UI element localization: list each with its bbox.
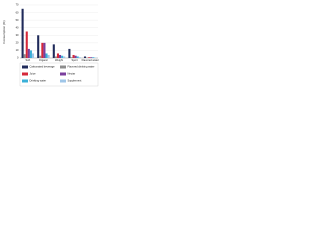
bar [88, 57, 91, 58]
x-tick-label: Flavored water [82, 58, 99, 62]
chart: Consumption (%) 0 10 20 30 40 50 60 70 Soft Organ… [2, 3, 99, 87]
bar [52, 44, 55, 58]
bar [72, 54, 75, 58]
page: {"chart_data": {"type": "bar", "y_label"… [0, 0, 320, 88]
legend-swatch [60, 72, 66, 76]
x-tick-label: Weight [55, 58, 63, 62]
legend-label: Nectar [68, 72, 76, 76]
legend-label: Drinking water [30, 79, 47, 83]
y-tick-label: 20 [16, 41, 19, 45]
bar [39, 55, 42, 58]
bar [21, 8, 24, 59]
x-tick-label: Sport [71, 58, 77, 62]
y-tick-label: 60 [16, 10, 19, 14]
y-axis-label: Consumption (%) [2, 20, 6, 43]
y-tick-label: 50 [16, 18, 19, 22]
bar [41, 42, 44, 58]
bar [83, 56, 87, 58]
x-tick-label: Organic [39, 58, 49, 62]
y-tick-label: 30 [16, 33, 19, 37]
bar [63, 56, 66, 58]
bar [92, 57, 95, 58]
legend-swatch [60, 65, 66, 69]
bar [90, 57, 93, 58]
bar [54, 56, 57, 58]
bar [31, 53, 35, 58]
bar [56, 53, 59, 58]
y-tick-label: 10 [16, 48, 19, 52]
legend-label: Carbonated beverage [30, 65, 56, 69]
bar [43, 42, 46, 58]
legend-box [19, 62, 99, 87]
legend-swatch [22, 65, 28, 69]
bar [23, 54, 26, 58]
bar [27, 48, 30, 58]
legend-label: Supplement [68, 79, 82, 83]
bar [37, 35, 40, 58]
bar [74, 55, 77, 58]
legend-label: Flavored drinking water [68, 65, 95, 69]
bar [61, 55, 64, 58]
y-tick-label: 40 [16, 25, 19, 29]
bar [25, 31, 28, 58]
bar [47, 54, 50, 58]
bar [76, 56, 79, 58]
bar [68, 48, 71, 58]
y-tick-label: 0 [17, 56, 19, 60]
bar [78, 57, 81, 58]
y-tick-label: 70 [16, 3, 19, 7]
legend-swatch [22, 79, 28, 83]
bar [59, 54, 62, 58]
legend-label: Juice [30, 72, 37, 76]
x-tick-label: Soft [25, 58, 30, 62]
bar [45, 53, 48, 58]
bar [29, 50, 32, 58]
legend-swatch [22, 72, 28, 76]
legend-swatch [60, 79, 66, 83]
bar [70, 57, 73, 58]
